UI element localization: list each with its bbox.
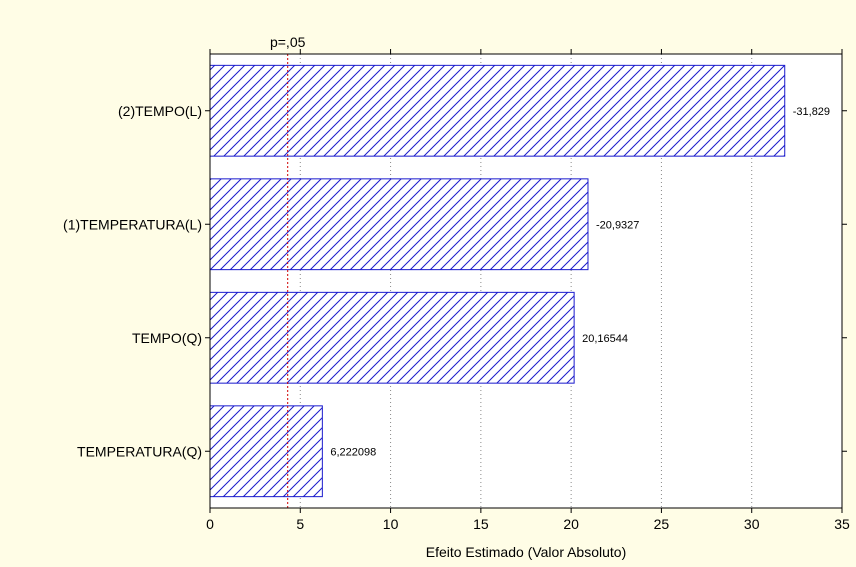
reference-line-group: p=,05	[270, 34, 306, 508]
p-value-label: p=,05	[270, 34, 306, 50]
category-label: TEMPERATURA(Q)	[77, 443, 202, 459]
x-axis-title: Efeito Estimado (Valor Absoluto)	[426, 544, 627, 560]
bar	[209, 405, 323, 498]
category-label: TEMPO(Q)	[132, 330, 202, 346]
x-tick-label: 20	[563, 516, 579, 532]
bars: (2)TEMPO(L) -31,829 (1)TEMPERATURA(L) -20,9…	[63, 64, 847, 498]
plot-frame	[209, 53, 843, 509]
x-axis: 0 5 10 15 20 25 30 35	[206, 49, 850, 532]
category-label: (2)TEMPO(L)	[118, 103, 202, 119]
x-tick-label: 30	[744, 516, 760, 532]
value-label: 6,222098	[330, 446, 376, 458]
bar	[209, 64, 786, 157]
bar	[209, 178, 589, 271]
x-tick-label: 35	[834, 516, 850, 532]
x-tick-label: 0	[206, 516, 214, 532]
x-tick-label: 25	[654, 516, 670, 532]
x-tick-label: 15	[473, 516, 489, 532]
value-label: -31,829	[793, 106, 830, 118]
bar	[209, 291, 575, 384]
x-tick-label: 10	[383, 516, 399, 532]
category-label: (1)TEMPERATURA(L)	[63, 216, 202, 232]
value-label: -20,9327	[596, 219, 639, 231]
x-tick-label: 5	[296, 516, 304, 532]
value-label: 20,16544	[582, 333, 628, 345]
